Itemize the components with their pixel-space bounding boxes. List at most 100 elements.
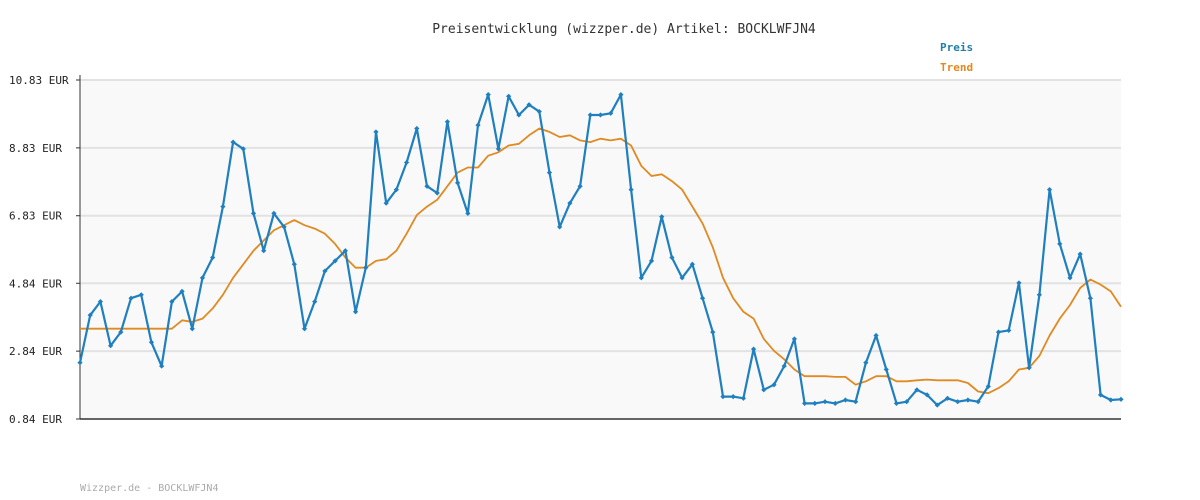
data-point-preis	[363, 265, 369, 271]
data-point-preis	[1057, 241, 1063, 247]
data-point-preis	[1118, 396, 1124, 402]
data-point-preis	[189, 326, 195, 332]
data-point-preis	[77, 360, 83, 366]
data-point-preis	[1108, 397, 1114, 403]
data-point-preis	[628, 187, 634, 193]
data-point-preis	[465, 210, 471, 216]
data-point-preis	[934, 402, 940, 408]
y-tick-label: 8.83 EUR	[9, 142, 62, 155]
plot-area	[80, 80, 1121, 419]
data-point-preis	[1067, 275, 1073, 281]
data-point-preis	[699, 295, 706, 301]
data-point-preis	[1036, 292, 1042, 298]
y-tick-label: 6.83 EUR	[9, 210, 62, 223]
data-point-preis	[169, 298, 175, 305]
data-point-preis	[781, 363, 787, 369]
data-point-preis	[108, 343, 114, 349]
data-point-preis	[495, 146, 502, 152]
data-point-preis	[128, 295, 134, 301]
data-point-preis	[414, 125, 420, 132]
data-point-preis	[1087, 295, 1093, 301]
data-point-preis	[403, 159, 410, 166]
data-point-preis	[597, 112, 604, 118]
data-point-preis	[587, 112, 593, 118]
data-point-preis	[567, 200, 573, 206]
data-point-preis	[955, 399, 961, 405]
data-point-preis	[210, 254, 216, 261]
data-point-preis	[679, 275, 685, 281]
data-point-preis	[475, 122, 481, 128]
data-point-preis	[1046, 187, 1053, 193]
data-point-preis	[771, 382, 777, 388]
data-point-preis	[87, 312, 93, 318]
data-point-preis	[393, 187, 399, 193]
data-point-preis	[199, 275, 206, 281]
y-tick-label: 4.84 EUR	[9, 277, 62, 290]
data-point-preis	[516, 112, 522, 118]
data-point-preis	[720, 394, 726, 400]
data-point-preis	[485, 91, 491, 98]
data-point-preis	[455, 180, 461, 186]
data-point-preis	[373, 129, 379, 135]
data-point-preis	[434, 190, 440, 196]
data-point-preis	[985, 383, 991, 390]
y-tick-label: 0.84 EUR	[9, 413, 62, 426]
data-point-preis	[1077, 251, 1083, 257]
data-point-preis	[291, 261, 297, 267]
data-point-preis	[424, 183, 430, 189]
data-point-preis	[281, 224, 287, 230]
data-point-preis	[669, 254, 675, 261]
data-point-preis	[995, 329, 1002, 335]
data-point-preis	[352, 309, 359, 315]
y-axis-ticks: 10.83 EUR 8.83 EUR 6.83 EUR 4.84 EUR 2.84 EU…	[9, 74, 80, 426]
data-point-preis	[261, 248, 267, 254]
data-point-preis	[271, 210, 277, 216]
data-point-preis	[332, 258, 338, 264]
data-point-preis	[873, 332, 879, 339]
data-point-preis	[179, 288, 185, 295]
data-point-preis	[863, 360, 869, 366]
data-point-preis	[250, 210, 257, 216]
data-point-preis	[159, 363, 165, 369]
data-point-preis	[791, 336, 798, 342]
data-point-preis	[618, 91, 624, 98]
data-point-preis	[342, 248, 348, 254]
data-point-preis	[965, 397, 971, 403]
data-point-preis	[914, 387, 920, 393]
data-point-preis	[883, 366, 889, 373]
data-point-preis	[648, 258, 655, 264]
data-point-preis	[322, 268, 328, 274]
data-point-preis	[138, 292, 144, 298]
data-point-preis	[730, 394, 736, 400]
legend-item-trend: Trend	[940, 61, 973, 74]
data-point-preis	[761, 387, 767, 393]
data-point-preis	[944, 395, 951, 401]
data-point-preis	[230, 139, 236, 145]
data-point-preis	[557, 224, 563, 230]
data-point-preis	[536, 108, 542, 115]
data-point-preis	[802, 400, 808, 406]
data-point-preis	[220, 203, 226, 210]
data-point-preis	[608, 110, 614, 116]
data-point-preis	[444, 119, 451, 125]
data-point-preis	[740, 395, 746, 401]
data-point-preis	[1016, 280, 1022, 286]
data-point-preis	[853, 399, 859, 405]
data-point-preis	[301, 326, 308, 332]
chart-title: Preisentwicklung (wizzper.de) Artikel: B…	[432, 22, 816, 37]
data-point-preis	[118, 329, 124, 335]
data-point-preis	[1097, 392, 1104, 398]
data-point-preis	[842, 397, 849, 403]
data-point-preis	[975, 399, 981, 405]
data-point-preis	[924, 392, 930, 398]
legend-item-preis: Preis	[940, 41, 973, 54]
data-point-preis	[689, 261, 695, 267]
data-point-preis	[240, 146, 246, 152]
y-tick-label: 2.84 EUR	[9, 345, 62, 358]
data-point-preis	[638, 275, 644, 281]
data-point-preis	[750, 346, 757, 352]
data-point-preis	[659, 214, 665, 220]
data-point-preis	[893, 400, 900, 406]
